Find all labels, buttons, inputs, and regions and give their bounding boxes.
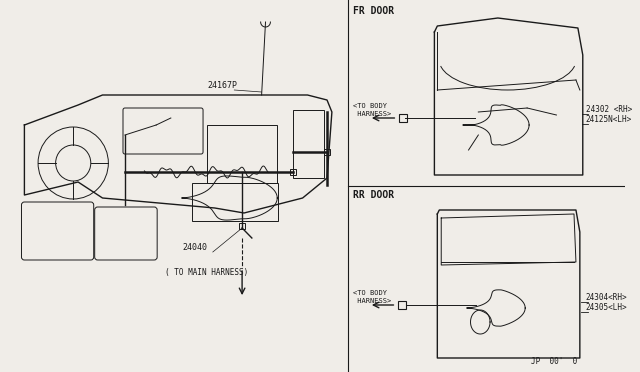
Text: <TO BODY: <TO BODY (353, 290, 387, 296)
Bar (399, 114, 407, 122)
Text: 24302 <RH>: 24302 <RH> (586, 105, 632, 114)
Text: 24040: 24040 (183, 243, 208, 252)
Text: HARNESS>: HARNESS> (353, 111, 392, 117)
Text: JP  00'  0: JP 00' 0 (531, 357, 577, 366)
Text: 24304<RH>: 24304<RH> (586, 293, 627, 302)
Bar (239, 223, 245, 229)
Bar (290, 169, 296, 175)
Bar (398, 301, 406, 309)
Bar (192, 183, 278, 221)
Text: 24125N<LH>: 24125N<LH> (586, 115, 632, 124)
Text: HARNESS>: HARNESS> (353, 298, 392, 304)
Text: 24305<LH>: 24305<LH> (586, 303, 627, 312)
Text: RR DOOR: RR DOOR (353, 190, 394, 200)
Bar (293, 110, 324, 178)
Text: ( TO MAIN HARNESS): ( TO MAIN HARNESS) (165, 268, 248, 277)
Text: FR DOOR: FR DOOR (353, 6, 394, 16)
Text: 24167P: 24167P (207, 81, 237, 90)
Bar (324, 149, 330, 155)
Text: <TO BODY: <TO BODY (353, 103, 387, 109)
Bar (207, 125, 277, 183)
